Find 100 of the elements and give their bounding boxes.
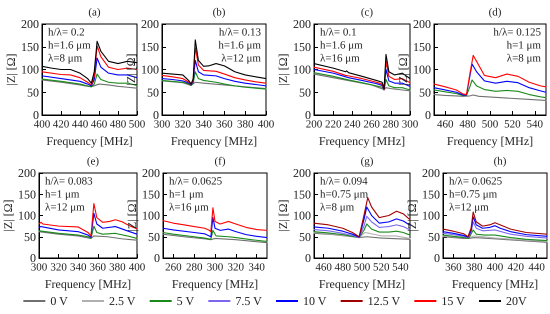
- chart-title: (c): [360, 6, 374, 18]
- x-axis-title: Frequency [MHz]: [452, 277, 538, 291]
- line-series: [162, 217, 268, 238]
- x-tick-label: 500: [354, 262, 371, 274]
- x-tick-label: 480: [334, 262, 352, 274]
- line-series: [433, 79, 547, 98]
- x-axis-title: Frequency [MHz]: [46, 134, 133, 148]
- annotation: h=0.75 μm: [320, 188, 369, 200]
- line-series: [442, 216, 548, 238]
- y-tick-label: 150: [422, 187, 440, 202]
- y-tick-label: 200: [293, 17, 311, 31]
- x-tick-label: 360: [90, 262, 107, 274]
- y-tick-label: 0: [305, 251, 311, 265]
- annotation: h=1 μm: [169, 188, 204, 200]
- x-tick-label: 380: [466, 262, 483, 274]
- x-tick-label: 340: [70, 262, 87, 274]
- x-tick-label: 240: [344, 118, 362, 130]
- y-axis-title: |Z| [Ω]: [405, 199, 420, 232]
- chart-title: (d): [488, 6, 502, 18]
- x-tick-label: 460: [315, 262, 332, 274]
- annotation: h=1.6 μm: [48, 40, 92, 52]
- x-tick-label: 300: [402, 118, 419, 130]
- annotation: λ=12 μm: [221, 52, 262, 64]
- y-tick-label: 100: [293, 208, 311, 222]
- legend-label: 7.5 V: [235, 294, 262, 308]
- x-tick-label: 300: [206, 262, 224, 274]
- y-tick-label: 200: [142, 166, 160, 180]
- y-tick-label: 50: [428, 230, 440, 244]
- legend-label: 2.5 V: [109, 294, 136, 308]
- x-tick-label: 420: [52, 118, 70, 130]
- x-tick-label: 380: [236, 118, 254, 130]
- y-tick-label: 100: [142, 208, 160, 222]
- x-axis-title: Frequency [MHz]: [170, 134, 258, 148]
- x-tick-label: 540: [392, 262, 410, 274]
- y-tick-label: 50: [27, 85, 39, 100]
- x-tick-label: 320: [228, 262, 245, 274]
- chart-title: (b): [212, 6, 226, 18]
- annotation: h/λ= 0.083: [45, 176, 94, 188]
- chart-title: (a): [88, 6, 101, 18]
- y-tick-label: 100: [293, 62, 311, 76]
- x-tick-label: 420: [508, 262, 525, 274]
- annotation: h/λ= 0.2: [48, 26, 85, 38]
- line-series: [162, 234, 268, 244]
- y-tick-label: 50: [299, 85, 311, 100]
- y-tick-label: 150: [142, 187, 160, 202]
- line-series: [433, 54, 547, 96]
- line-series: [38, 231, 138, 241]
- annotation: h/λ= 0.125: [493, 26, 542, 38]
- annotation: h=1 μm: [45, 188, 80, 200]
- y-tick-label: 100: [422, 208, 440, 222]
- x-axis-title: Frequency [MHz]: [172, 277, 258, 291]
- annotation: h/λ= 0.1: [320, 26, 357, 38]
- chart-title: (h): [494, 156, 507, 168]
- x-tick-label: 380: [109, 262, 126, 274]
- line-series: [41, 74, 138, 88]
- line-series: [433, 63, 547, 96]
- y-axis-title: |Z| [Ω]: [276, 199, 290, 232]
- line-series: [442, 221, 548, 239]
- annotation: h=0.75 μm: [449, 188, 498, 200]
- annotation: λ=12 μm: [449, 202, 490, 214]
- legend-label: 20V: [506, 294, 527, 308]
- legend-label: 15 V: [441, 294, 466, 308]
- x-tick-label: 260: [363, 118, 380, 130]
- x-tick-label: 360: [445, 262, 462, 274]
- x-tick-label: 480: [110, 118, 127, 130]
- y-tick-label: 100: [141, 62, 159, 76]
- y-axis-title: |Z| [Ω]: [125, 199, 140, 232]
- y-tick-label: 150: [413, 40, 431, 54]
- x-tick-label: 260: [165, 262, 182, 274]
- annotation: λ=12 μm: [45, 202, 86, 214]
- y-tick-label: 200: [21, 17, 39, 31]
- x-tick-label: 460: [436, 118, 454, 130]
- annotation: λ=8 μm: [48, 52, 83, 64]
- y-tick-label: 100: [18, 208, 36, 222]
- x-tick-label: 400: [128, 262, 146, 274]
- x-tick-label: 540: [526, 118, 544, 130]
- x-tick-label: 280: [382, 118, 400, 130]
- x-tick-label: 520: [504, 118, 522, 130]
- y-axis-title: |Z| [Ω]: [1, 199, 16, 232]
- x-tick-label: 440: [528, 262, 546, 274]
- x-tick-label: 400: [258, 118, 275, 130]
- annotation: h/λ= 0.0625: [169, 176, 223, 188]
- x-tick-label: 320: [174, 118, 192, 130]
- x-tick-label: 300: [30, 262, 48, 274]
- annotation: h/λ= 0.094: [320, 176, 368, 188]
- y-tick-label: 200: [18, 166, 36, 180]
- annotation: h=1.6 μm: [218, 40, 262, 52]
- y-tick-label: 200: [413, 17, 431, 31]
- x-tick-label: 340: [195, 118, 212, 130]
- annotation: λ=16 μm: [320, 52, 360, 64]
- y-tick-label: 200: [422, 166, 440, 180]
- annotation: λ=8 μm: [320, 202, 355, 214]
- y-axis-title: |Z| [Ω]: [276, 53, 290, 86]
- y-tick-label: 150: [21, 40, 39, 54]
- chart-title: (f): [214, 156, 226, 168]
- x-tick-label: 220: [324, 118, 342, 130]
- annotation: λ=8 μm: [506, 52, 542, 64]
- x-axis-title: Frequency [MHz]: [318, 277, 406, 291]
- y-axis-title: |Z| [Ω]: [396, 53, 410, 86]
- x-tick-label: 520: [372, 262, 390, 274]
